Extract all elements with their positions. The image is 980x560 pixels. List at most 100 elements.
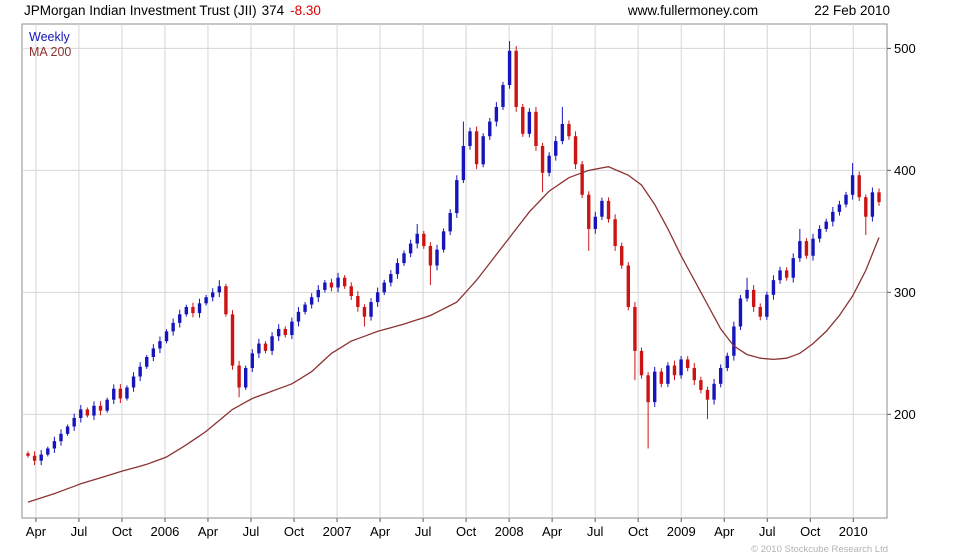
x-axis-label: 2008 [495, 524, 524, 539]
y-axis-label: 300 [894, 285, 916, 300]
x-axis-label: Apr [370, 524, 391, 539]
x-axis-label: Oct [800, 524, 821, 539]
candle-body [349, 286, 353, 297]
candle-body [65, 426, 70, 434]
x-axis-label: Jul [243, 524, 260, 539]
candle-body [342, 277, 347, 287]
candle-body [276, 328, 281, 337]
ma-200-line [27, 166, 880, 503]
candle-body [580, 164, 584, 195]
x-axis-label: Jul [71, 524, 88, 539]
candle-body [408, 243, 413, 254]
x-axis-label: Apr [714, 524, 735, 539]
candle-body [257, 343, 261, 354]
candle-body [798, 241, 802, 259]
last-price: 374 [261, 3, 285, 18]
candle-body [46, 448, 50, 455]
candle-body [171, 322, 175, 332]
candle-body [587, 194, 591, 229]
candle-body [488, 121, 492, 137]
candle-body [653, 371, 657, 403]
candle-body [738, 298, 743, 327]
candle-body [250, 353, 254, 368]
candle-body [672, 365, 677, 376]
x-axis-label: 2006 [150, 524, 179, 539]
candle-body [534, 111, 538, 146]
candle-body [230, 314, 235, 366]
candle-body [547, 155, 551, 173]
candle-body [217, 286, 222, 293]
chart-legend: Weekly MA 200 [29, 30, 71, 60]
candle-body [441, 231, 446, 250]
candle-body [270, 336, 274, 351]
candle-body [745, 289, 749, 299]
candle-body [507, 50, 512, 85]
x-axis-label: 2007 [323, 524, 352, 539]
candle-body [395, 263, 400, 275]
price-change: -8.30 [290, 3, 321, 18]
candle-body [369, 302, 373, 317]
candle-body [336, 277, 340, 288]
candle-body [415, 233, 419, 244]
candle-body [145, 356, 149, 367]
candle-body [811, 238, 815, 256]
candle-body [870, 192, 875, 217]
candle-body [296, 311, 301, 322]
candle-body [72, 417, 76, 427]
legend-ma-label: MA 200 [29, 45, 72, 59]
candle-body [850, 175, 855, 195]
candle-body [646, 375, 650, 403]
price-chart: 500 400 300 200 Apr Jul Oct 2006 Apr Jul Oct 2007 Ap… [21, 23, 916, 539]
candle-body [402, 253, 406, 264]
candle-body [422, 233, 426, 246]
candle-body [32, 455, 37, 461]
candle-body [224, 286, 228, 315]
candle-body [211, 292, 215, 298]
candle-body [461, 145, 466, 181]
candle-body [263, 343, 268, 351]
candle-body [329, 282, 334, 288]
x-axis-label: Oct [112, 524, 133, 539]
candle-body [26, 453, 30, 456]
candle-body [567, 124, 571, 137]
candle-body [725, 355, 729, 368]
candle-body [699, 380, 703, 390]
candle-body [771, 280, 776, 295]
candle-body [705, 389, 710, 400]
candle-body [356, 296, 360, 307]
candle-body [718, 367, 723, 384]
candle-body [468, 131, 472, 146]
x-axis-label: Oct [456, 524, 477, 539]
candle-body [474, 131, 479, 165]
candle-body [521, 106, 525, 134]
candle-body [151, 348, 156, 357]
x-axis-label: Oct [628, 524, 649, 539]
website-link[interactable]: www.fullermoney.com [627, 3, 759, 18]
candle-body [125, 387, 129, 399]
y-axis-label: 500 [894, 41, 916, 56]
candle-body [527, 111, 532, 134]
candle-body [39, 454, 43, 461]
candle-body [448, 213, 452, 232]
legend-weekly-label: Weekly [29, 30, 70, 44]
x-axis-label: Apr [542, 524, 563, 539]
x-axis-label: Jul [759, 524, 776, 539]
candle-body [52, 441, 57, 449]
candle-body [712, 383, 716, 400]
candle-body [626, 265, 631, 307]
candle-body [831, 211, 835, 222]
candle-body [817, 228, 822, 239]
candle-body [751, 289, 756, 307]
candle-body [455, 180, 459, 214]
candle-body [316, 289, 320, 298]
candle-body [197, 303, 202, 314]
candle-body [290, 321, 294, 336]
candle-body [112, 388, 116, 400]
candle-body [204, 297, 208, 304]
plot-area [21, 23, 888, 519]
x-axis-label: Oct [284, 524, 305, 539]
candle-body [92, 405, 96, 416]
candle-body [692, 367, 696, 381]
x-axis-label: 2009 [667, 524, 696, 539]
candle-body [303, 304, 307, 312]
